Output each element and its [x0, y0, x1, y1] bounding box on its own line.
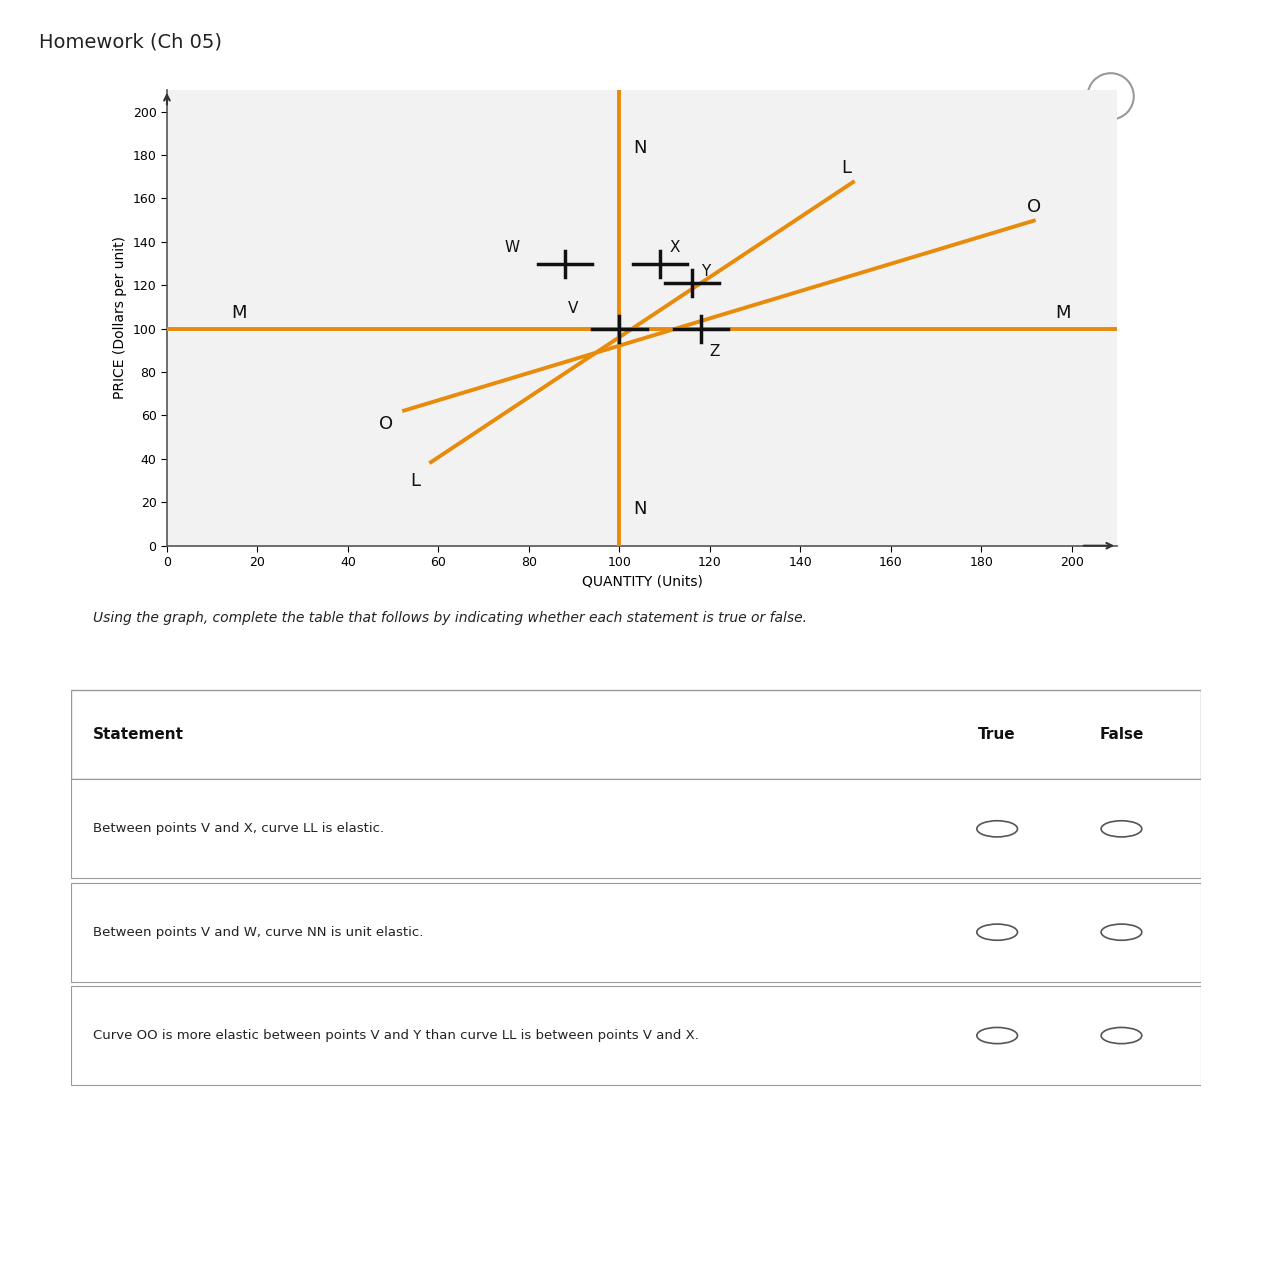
Circle shape	[1102, 1027, 1141, 1044]
Text: O: O	[379, 416, 393, 434]
Text: False: False	[1099, 727, 1144, 742]
Text: Homework (Ch 05): Homework (Ch 05)	[39, 33, 222, 51]
Circle shape	[1102, 924, 1141, 940]
Circle shape	[1088, 73, 1134, 119]
Text: Between points V and X, curve LL is elastic.: Between points V and X, curve LL is elas…	[94, 822, 384, 836]
Text: True: True	[978, 727, 1016, 742]
Text: ?: ?	[1106, 90, 1116, 108]
FancyBboxPatch shape	[71, 779, 1201, 878]
Circle shape	[977, 820, 1017, 837]
Text: V: V	[569, 300, 579, 316]
Text: Between points V and W, curve NN is unit elastic.: Between points V and W, curve NN is unit…	[94, 926, 424, 939]
Text: M: M	[1055, 304, 1071, 322]
FancyBboxPatch shape	[71, 883, 1201, 981]
Text: O: O	[1027, 198, 1041, 216]
Y-axis label: PRICE (Dollars per unit): PRICE (Dollars per unit)	[113, 236, 127, 399]
Text: N: N	[633, 499, 646, 517]
FancyBboxPatch shape	[71, 690, 1201, 779]
Text: L: L	[841, 159, 851, 177]
Text: L: L	[411, 473, 420, 490]
Text: Statement: Statement	[94, 727, 184, 742]
Text: N: N	[633, 140, 646, 158]
FancyBboxPatch shape	[71, 986, 1201, 1085]
X-axis label: QUANTITY (Units): QUANTITY (Units)	[582, 575, 702, 588]
Text: X: X	[669, 240, 679, 254]
Text: Y: Y	[701, 263, 710, 279]
Text: Curve OO is more elastic between points V and Y than curve LL is between points : Curve OO is more elastic between points …	[94, 1028, 698, 1043]
Text: W: W	[505, 240, 520, 254]
Circle shape	[1102, 820, 1141, 837]
Text: Z: Z	[710, 344, 720, 358]
Circle shape	[977, 924, 1017, 940]
Text: M: M	[231, 304, 247, 322]
Circle shape	[977, 1027, 1017, 1044]
Text: Using the graph, complete the table that follows by indicating whether each stat: Using the graph, complete the table that…	[94, 611, 808, 625]
